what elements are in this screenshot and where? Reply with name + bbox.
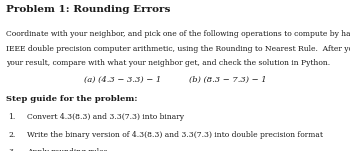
Text: your result, compare with what your neighbor get, and check the solution in Pyth: your result, compare with what your neig… (6, 59, 330, 67)
Text: Step guide for the problem:: Step guide for the problem: (6, 95, 138, 103)
Text: Write the binary version of 4.3(8.3) and 3.3(7.3) into double precision format: Write the binary version of 4.3(8.3) and… (27, 131, 323, 139)
Text: 3.: 3. (8, 148, 15, 151)
Text: (b) (8.3 − 7.3) − 1: (b) (8.3 − 7.3) − 1 (189, 76, 266, 84)
Text: Convert 4.3(8.3) and 3.3(7.3) into binary: Convert 4.3(8.3) and 3.3(7.3) into binar… (27, 113, 184, 121)
Text: 1.: 1. (8, 113, 15, 121)
Text: 2.: 2. (8, 131, 15, 139)
Text: Coordinate with your neighbor, and pick one of the following operations to compu: Coordinate with your neighbor, and pick … (6, 30, 350, 38)
Text: Problem 1: Rounding Errors: Problem 1: Rounding Errors (6, 5, 171, 14)
Text: (a) (4.3 − 3.3) − 1: (a) (4.3 − 3.3) − 1 (84, 76, 161, 84)
Text: IEEE double precision computer arithmetic, using the Rounding to Nearest Rule.  : IEEE double precision computer arithmeti… (6, 45, 350, 53)
Text: Apply rounding rules: Apply rounding rules (27, 148, 108, 151)
